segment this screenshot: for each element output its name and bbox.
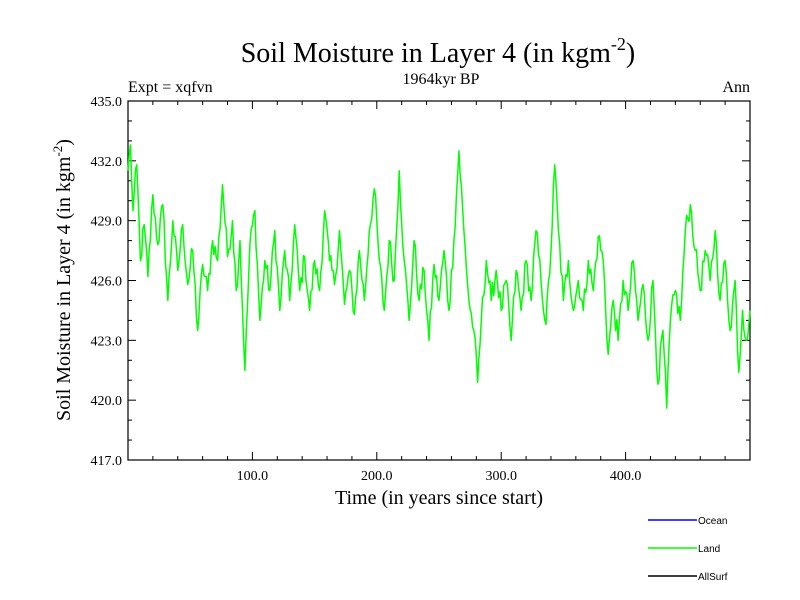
x-tick-label: 400.0 (610, 469, 642, 484)
y-tick-label: 435.0 (91, 95, 123, 110)
legend-label-ocean: Ocean (698, 516, 727, 527)
x-tick-label: 100.0 (237, 469, 269, 484)
subtitle-center: 1964kyr BP (403, 71, 480, 88)
y-tick-label: 432.0 (91, 155, 123, 170)
y-axis-label: Soil Moisture in Layer 4 (in kgm-2) (50, 139, 75, 421)
y-tick-label: 417.0 (91, 454, 123, 469)
series-line-land (127, 144, 751, 409)
x-tick-labels: 100.0 200.0 300.0 400.0 (237, 469, 642, 484)
chart-title-main: Soil Moisture in Layer 4 (in kgm (241, 38, 611, 69)
axis-ticks (127, 100, 751, 461)
y-tick-label: 426.0 (91, 275, 123, 290)
subtitle-right: Ann (722, 79, 750, 96)
x-axis-label: Time (in years since start) (335, 487, 543, 509)
plot-frame (127, 100, 751, 461)
subtitle-left: Expt = xqfvn (128, 79, 213, 96)
x-tick-label: 200.0 (361, 469, 393, 484)
y-axis-label-main: Soil Moisture in Layer 4 (in kgm (53, 156, 75, 421)
chart-title: Soil Moisture in Layer 4 (in kgm-2) (241, 34, 636, 69)
x-tick-label: 300.0 (485, 469, 517, 484)
chart-title-close: ) (626, 38, 635, 69)
chart-title-sup: -2 (611, 34, 626, 54)
legend: Ocean Land AllSurf (648, 516, 728, 583)
y-tick-label: 429.0 (91, 215, 123, 230)
series-group (127, 144, 751, 409)
y-axis-label-close: ) (53, 139, 75, 146)
legend-label-allsurf: AllSurf (698, 572, 728, 583)
y-tick-labels: 417.0 420.0 423.0 426.0 429.0 432.0 435.0 (91, 95, 123, 469)
y-tick-label: 423.0 (91, 334, 123, 349)
legend-label-land: Land (698, 544, 720, 555)
y-axis-label-sup: -2 (50, 146, 65, 157)
y-tick-label: 420.0 (91, 394, 123, 409)
